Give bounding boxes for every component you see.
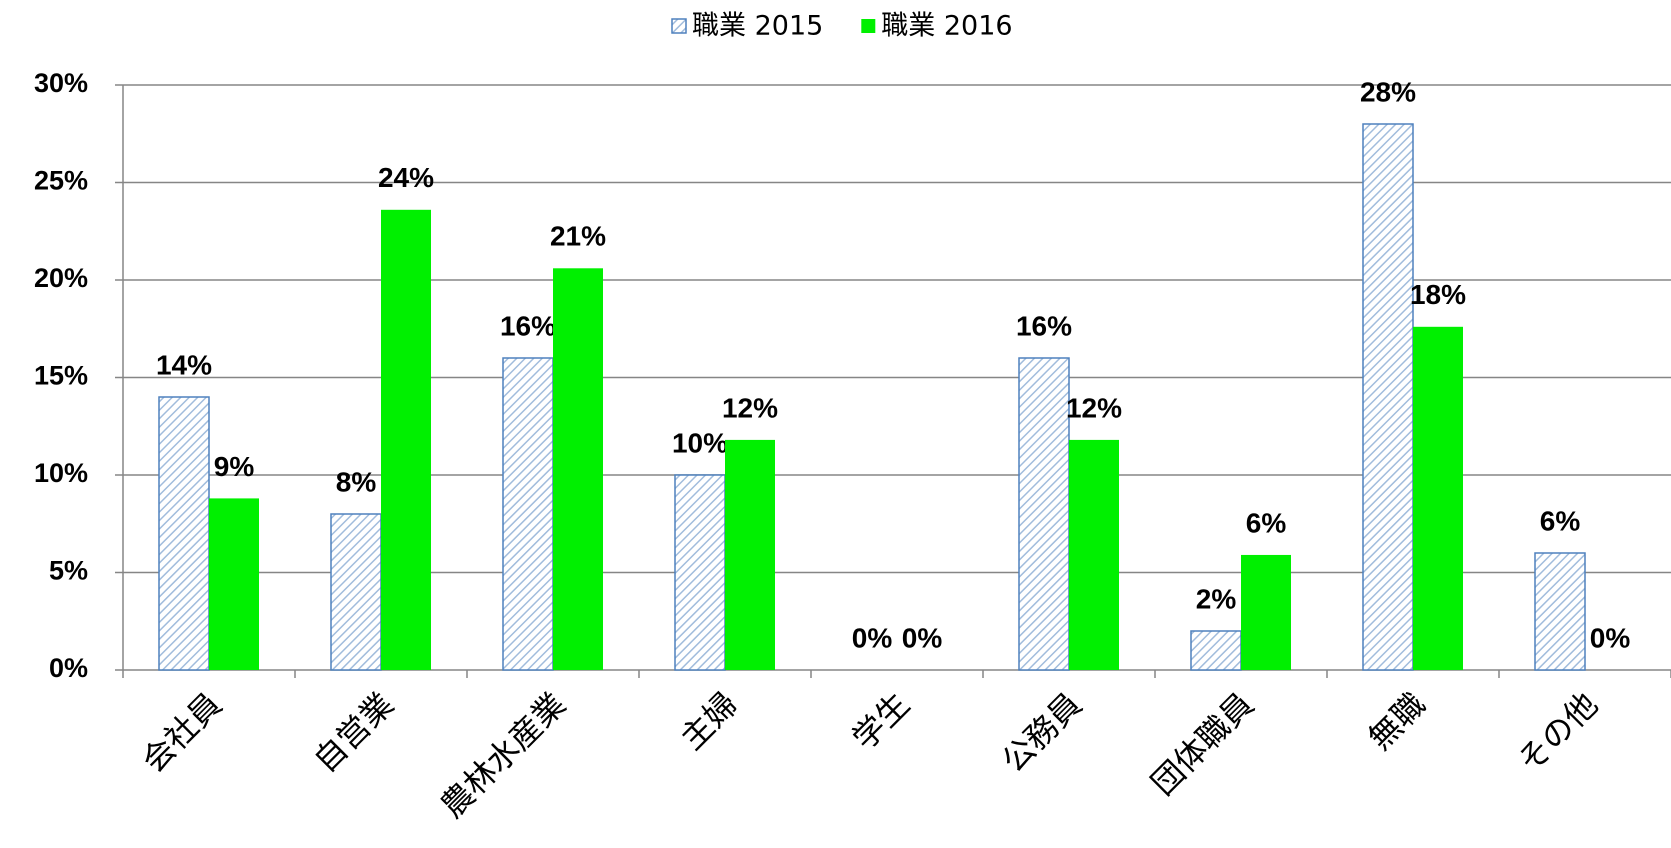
bar	[1241, 554, 1291, 670]
value-label: 0%	[852, 622, 893, 653]
value-label: 9%	[214, 451, 255, 482]
value-label: 10%	[672, 427, 728, 458]
value-label: 28%	[1360, 76, 1416, 107]
bar	[381, 209, 431, 671]
y-tick-label: 30%	[34, 68, 88, 98]
x-tick-label: 無職	[1361, 685, 1433, 757]
bar	[1413, 326, 1463, 670]
value-label: 12%	[722, 392, 778, 423]
value-label: 0%	[1590, 622, 1631, 653]
x-tick-label: 自営業	[306, 685, 401, 780]
y-tick-label: 15%	[34, 361, 88, 391]
legend-swatch	[671, 18, 687, 34]
bar	[502, 357, 554, 671]
x-tick-label: 農林水産業	[433, 685, 573, 825]
value-label: 6%	[1540, 505, 1581, 536]
bar	[553, 268, 603, 670]
x-tick-label: 団体職員	[1144, 685, 1261, 802]
y-tick-label: 10%	[34, 458, 88, 488]
value-label: 6%	[1246, 507, 1287, 538]
y-tick-label: 25%	[34, 166, 88, 196]
value-label: 8%	[336, 466, 377, 497]
bar	[674, 474, 726, 671]
value-label: 16%	[500, 310, 556, 341]
legend-label: 職業 2016	[881, 11, 1012, 42]
bar	[1362, 123, 1414, 671]
bar	[1534, 552, 1586, 671]
bar	[158, 396, 210, 671]
bar	[1069, 439, 1119, 670]
bar	[1190, 630, 1242, 671]
bar	[725, 439, 775, 670]
value-label: 21%	[550, 221, 606, 252]
value-label: 18%	[1410, 279, 1466, 310]
y-tick-label: 5%	[49, 556, 88, 586]
bar	[1018, 357, 1070, 671]
legend: 職業 2015 職業 2016	[671, 11, 1013, 42]
value-label: 2%	[1196, 583, 1237, 614]
value-label: 14%	[156, 349, 212, 380]
x-tick-label: 公務員	[994, 685, 1089, 780]
x-tick-label: その他	[1510, 685, 1605, 780]
value-label: 16%	[1016, 310, 1072, 341]
bar	[209, 498, 259, 670]
legend-swatch	[861, 19, 876, 33]
x-tick-label: 会社員	[134, 685, 229, 780]
legend-label: 職業 2015	[692, 11, 823, 42]
y-tick-label: 0%	[49, 653, 88, 683]
value-label: 12%	[1066, 392, 1122, 423]
x-tick-label: 主婦	[673, 685, 745, 757]
value-label: 0%	[902, 622, 943, 653]
x-tick-label: 学生	[845, 685, 917, 757]
value-label: 24%	[378, 162, 434, 193]
y-tick-label: 20%	[34, 263, 88, 293]
bar	[330, 513, 382, 671]
